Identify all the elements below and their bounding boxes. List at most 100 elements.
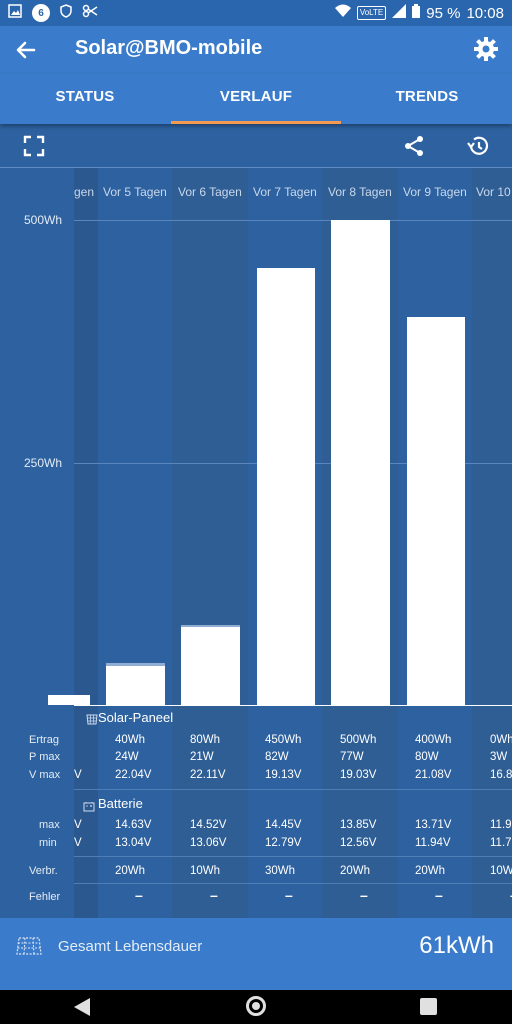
- table-cell: 13.04V: [115, 837, 152, 849]
- table-cell: 20Wh: [415, 865, 446, 877]
- error-cell: –: [285, 887, 293, 903]
- error-cell: –: [510, 887, 512, 903]
- table-cell: 19.03V: [340, 769, 377, 781]
- table-cell: 400Wh: [415, 734, 452, 746]
- tab-status[interactable]: STATUS: [55, 88, 115, 105]
- column-label: Vor 7 Tagen: [253, 185, 317, 199]
- arrow-left-icon[interactable]: [12, 36, 40, 64]
- notification-badge: 6: [32, 4, 50, 22]
- shield-icon: [60, 4, 72, 22]
- table-cell: 14.52V: [190, 819, 227, 831]
- table-cell: 11.9: [490, 819, 512, 831]
- column-bg: [172, 168, 248, 918]
- cut-icon: [82, 4, 98, 22]
- error-cell: –: [435, 887, 443, 903]
- solar-section-title: Solar-Paneel: [98, 710, 174, 725]
- table-cell: 14.45V: [265, 819, 302, 831]
- table-cell: 20Wh: [115, 865, 146, 877]
- column-bg: [74, 168, 98, 918]
- y-tick-label: 500Wh: [24, 213, 63, 227]
- row-label-vmax: V max: [29, 769, 61, 781]
- nav-back-icon[interactable]: [74, 998, 90, 1016]
- bar[interactable]: [257, 268, 315, 705]
- divider: [74, 789, 512, 790]
- table-cell: 19.13V: [265, 769, 302, 781]
- bar[interactable]: [181, 627, 240, 705]
- table-cell: 24W: [115, 751, 139, 763]
- bar-stripe: [181, 647, 240, 649]
- table-cell: 40Wh: [115, 734, 146, 746]
- table-cell: 0Wh: [490, 734, 512, 746]
- table-cell: 20Wh: [340, 865, 371, 877]
- table-cell: 450Wh: [265, 734, 302, 746]
- divider: [74, 883, 512, 884]
- nav-recents-icon[interactable]: [420, 998, 437, 1015]
- tab-bar: STATUS VERLAUF TRENDS: [0, 74, 512, 124]
- row-label-verbr: Verbr.: [29, 865, 58, 877]
- image-icon: [8, 4, 22, 22]
- lifetime-summary[interactable]: Gesamt Lebensdauer 61kWh: [0, 918, 512, 990]
- row-label-fehler: Fehler: [29, 891, 61, 903]
- battery-section-title: Batterie: [98, 796, 143, 811]
- table-cell: 80W: [415, 751, 439, 763]
- solar-panel-icon: [86, 712, 98, 730]
- table-cell: 10W: [490, 865, 512, 877]
- column-label: Vor 8 Tagen: [328, 185, 392, 199]
- chart-toolbar: [0, 124, 512, 168]
- history-table: Solar-Paneel Ertrag P max V max V Batter…: [0, 706, 512, 918]
- table-cell: 22.11V: [190, 769, 226, 781]
- lifetime-value: 61kWh: [419, 932, 494, 959]
- table-cell: V: [74, 819, 82, 831]
- column-label: Vor 5 Tagen: [103, 185, 167, 199]
- gear-icon[interactable]: [472, 35, 500, 63]
- clock: 10:08: [466, 4, 504, 22]
- row-label-max: max: [39, 819, 60, 831]
- row-label-min: min: [39, 837, 57, 849]
- status-bar: 6 VoLTE 95 % 10:08: [0, 0, 512, 26]
- share-icon[interactable]: [402, 134, 426, 158]
- table-cell: 11.7: [490, 837, 512, 849]
- bar[interactable]: [331, 220, 390, 705]
- table-cell: 13.06V: [190, 837, 227, 849]
- fullscreen-icon[interactable]: [22, 134, 46, 158]
- error-cell: –: [210, 887, 218, 903]
- table-cell: 22.04V: [115, 769, 152, 781]
- table-cell: 14.63V: [115, 819, 152, 831]
- page-title: Solar@BMO-mobile: [75, 37, 263, 59]
- bar-stripe: [106, 671, 165, 673]
- tab-trends[interactable]: TRENDS: [395, 88, 459, 105]
- table-cell: 3W: [490, 751, 508, 763]
- signal-icon: [392, 4, 407, 22]
- history-icon[interactable]: [466, 134, 490, 158]
- table-cell: 10Wh: [190, 865, 221, 877]
- table-cell: 500Wh: [340, 734, 377, 746]
- table-cell: 80Wh: [190, 734, 221, 746]
- tab-verlauf[interactable]: VERLAUF: [171, 74, 341, 124]
- column-label: Vor 6 Tagen: [178, 185, 242, 199]
- bar[interactable]: [407, 317, 465, 705]
- table-cell: V: [74, 769, 82, 781]
- error-cell: –: [135, 887, 143, 903]
- column-label: Vor 10: [476, 185, 511, 199]
- bar[interactable]: [48, 695, 90, 705]
- table-cell: 82W: [265, 751, 289, 763]
- table-cell: 13.85V: [340, 819, 377, 831]
- table-cell: 21.08V: [415, 769, 452, 781]
- table-cell: 16.8: [490, 769, 512, 781]
- table-cell: V: [74, 837, 82, 849]
- column-bg: [472, 168, 512, 918]
- nav-home-icon[interactable]: [246, 996, 266, 1016]
- lifetime-label: Gesamt Lebensdauer: [58, 938, 203, 955]
- column-label: gen: [74, 185, 95, 199]
- system-nav-bar: [0, 990, 512, 1024]
- app-bar: Solar@BMO-mobile: [0, 26, 512, 74]
- table-cell: 12.79V: [265, 837, 302, 849]
- gridline: [74, 220, 512, 221]
- table-cell: 11.94V: [415, 837, 451, 849]
- table-cell: 13.71V: [415, 819, 452, 831]
- bar-stripe: [106, 667, 165, 669]
- chart-baseline: [74, 705, 512, 706]
- table-cell: 30Wh: [265, 865, 296, 877]
- history-chart[interactable]: gen Vor 5 Tagen Vor 6 Tagen Vor 7 Tagen …: [0, 168, 512, 918]
- y-tick-label: 250Wh: [24, 456, 63, 470]
